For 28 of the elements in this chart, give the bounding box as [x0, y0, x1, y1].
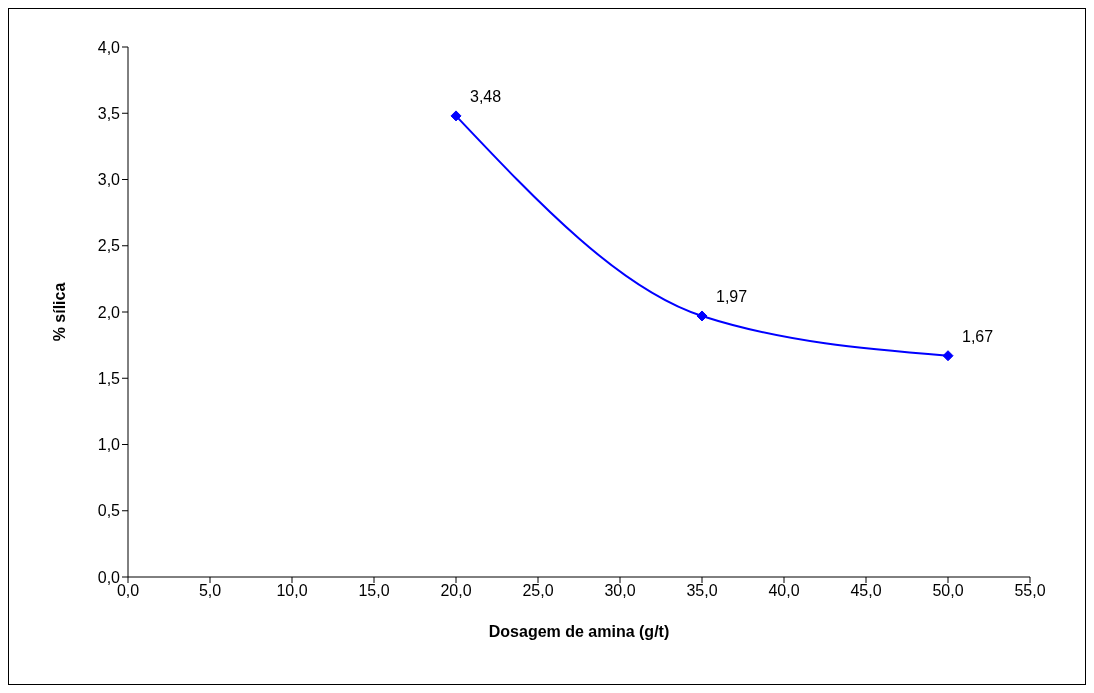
point	[942, 350, 954, 362]
x-tick-label: 50,0	[932, 582, 964, 600]
x-tick-label: 10,0	[276, 582, 308, 600]
data-label: 1,97	[716, 287, 748, 305]
x-tick-label: 35,0	[686, 582, 718, 600]
y-tick-label: 0,5	[97, 502, 121, 520]
x-tick-label: 25,0	[522, 582, 554, 600]
data-label: 1,67	[962, 327, 994, 345]
y-tick-label: 4,0	[97, 38, 121, 56]
x-tick-label: 0,0	[116, 582, 140, 600]
x-tick-label: 15,0	[358, 582, 390, 600]
x-tick-label: 20,0	[440, 582, 472, 600]
point	[696, 310, 708, 322]
x-tick-label: 45,0	[850, 582, 882, 600]
y-tick-label: 1,5	[97, 369, 121, 387]
x-tick-label: 40,0	[768, 582, 800, 600]
y-tick-label: 3,0	[97, 171, 121, 189]
x-tick-label: 5,0	[198, 582, 222, 600]
x-axis-title: Dosagem de amina (g/t)	[488, 623, 670, 640]
y-tick-label: 2,0	[97, 303, 121, 321]
y-tick-label: 1,0	[97, 436, 121, 454]
y-tick-label: 3,5	[97, 104, 121, 122]
x-tick-label: 30,0	[604, 582, 636, 600]
point	[450, 110, 462, 122]
x-tick-label: 55,0	[1014, 582, 1046, 600]
y-tick-label: 2,5	[97, 237, 121, 255]
y-axis-title: % sílica	[50, 282, 68, 342]
data-label: 3,48	[470, 87, 502, 105]
